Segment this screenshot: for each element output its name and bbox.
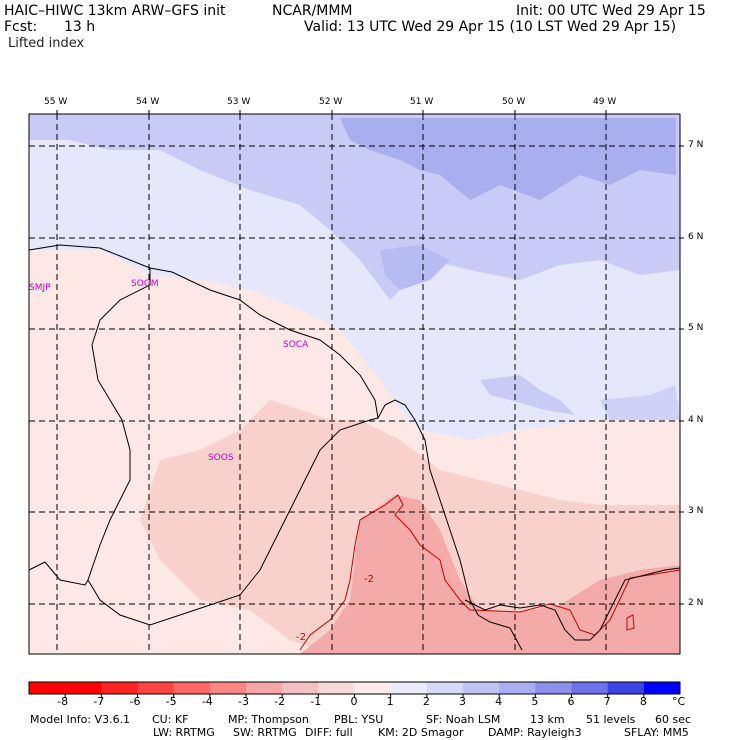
border-line-3 (464, 567, 681, 641)
colorbar-tick-label: -5 (165, 695, 177, 708)
colorbar-swatch (65, 682, 102, 694)
contour-label-1: -2 (364, 574, 374, 585)
station-smjp: SMJP (29, 283, 51, 293)
colorbar-tick-label: -1 (310, 695, 322, 708)
grid-spacing: 13 km (530, 713, 565, 726)
colorbar-tick-label: 4 (495, 695, 503, 708)
colorbar-swatch (209, 682, 247, 694)
sf-scheme: SF: Noah LSM (426, 713, 501, 726)
contour-small (626, 614, 635, 631)
colorbar-swatch (535, 682, 572, 694)
pink-dark-area (300, 495, 680, 654)
field-name: Lifted index (8, 36, 85, 51)
lat-label-7n: 7 N (688, 140, 704, 150)
colorbar-swatch (463, 682, 500, 694)
colorbar-swatch (607, 682, 645, 694)
lon-label-51w: 51 W (410, 97, 434, 107)
colorbar-tick-label: 5 (531, 695, 539, 708)
colorbar-swatch (318, 682, 355, 694)
pbl-scheme: PBL: YSU (334, 713, 384, 726)
colorbar-swatch (499, 682, 536, 694)
map-frame (28, 113, 681, 655)
station-soos: SOOS (208, 453, 234, 463)
colorbar-swatch (246, 682, 283, 694)
colorbar-swatch (282, 682, 319, 694)
blue-mid-area-se (600, 385, 680, 425)
lon-label-53w: 53 W (227, 97, 251, 107)
blue-dark-area-2 (380, 245, 450, 290)
colorbar-unit: °C (672, 695, 686, 708)
valid-time: Valid: 13 UTC Wed 29 Apr 15 (10 LST Wed … (304, 19, 677, 35)
colorbar (29, 682, 681, 698)
model-title: HAIC–HIWC 13km ARW–GFS init (4, 3, 226, 19)
colorbar-swatch (426, 682, 464, 694)
cu-scheme: CU: KF (152, 713, 189, 726)
colorbar-frame (28, 681, 681, 695)
blue-mid-area-east (480, 375, 575, 415)
colorbar-tick-label: 0 (350, 695, 358, 708)
lon-label-52w: 52 W (319, 97, 343, 107)
fcst-value: 13 h (64, 19, 96, 35)
lon-label-49w: 49 W (593, 97, 617, 107)
contour-minus2-west (299, 544, 356, 651)
border-line-2 (28, 561, 89, 586)
colorbar-tick-label: 7 (603, 695, 611, 708)
colorbar-tick-label: -2 (274, 695, 286, 708)
lifted-index-field (29, 114, 680, 654)
colorbar-swatch (29, 682, 66, 694)
km-option: KM: 2D Smagor (378, 726, 464, 739)
mp-scheme: MP: Thompson (228, 713, 309, 726)
vertical-levels: 51 levels (586, 713, 636, 726)
lon-label-55w: 55 W (44, 97, 68, 107)
graticule (29, 114, 680, 654)
damp-option: DAMP: Rayleigh3 (488, 726, 582, 739)
blue-dark-area (340, 118, 676, 200)
lat-label-5n: 5 N (688, 323, 704, 333)
station-sogm: SOGM (131, 279, 159, 289)
diff-option: DIFF: full (305, 726, 353, 739)
colorbar-swatch (137, 682, 175, 694)
lat-label-6n: 6 N (688, 232, 704, 242)
model-info: Model Info: V3.6.1 (30, 713, 131, 726)
lat-label-2n: 2 N (688, 598, 704, 608)
colorbar-tick-label: -3 (238, 695, 249, 708)
time-step: 60 sec (655, 713, 692, 726)
init-time: Init: 00 UTC Wed 29 Apr 15 (516, 3, 706, 19)
sflay-option: SFLAY: MM5 (624, 726, 689, 739)
colorbar-tick-label: 6 (567, 695, 575, 708)
colorbar-swatch (571, 682, 609, 694)
colorbar-tick-label: 1 (386, 695, 394, 708)
colorbar-swatch (173, 682, 211, 694)
colorbar-swatch (643, 682, 681, 694)
colorbar-tick-label: -7 (93, 695, 105, 708)
right-ticks (680, 145, 684, 605)
colorbar-swatch (101, 682, 138, 694)
coastline (28, 244, 523, 651)
lon-label-50w: 50 W (502, 97, 526, 107)
lw-scheme: LW: RRTMG (153, 726, 215, 739)
colorbar-tick-label: 3 (459, 695, 466, 708)
colorbar-tick-label: -4 (201, 695, 213, 708)
contour-label-2: -2 (296, 632, 306, 643)
colorbar-swatch (390, 682, 428, 694)
lat-label-4n: 4 N (688, 415, 704, 425)
contour-minus2 (354, 494, 681, 636)
colorbar-tick-label: 8 (639, 695, 647, 708)
colorbar-tick-label: -8 (57, 695, 69, 708)
org-label: NCAR/MMM (272, 3, 353, 19)
fcst-label: Fcst: (4, 19, 38, 35)
colorbar-swatch (354, 682, 392, 694)
sw-scheme: SW: RRTMG (233, 726, 297, 739)
lon-label-54w: 54 W (136, 97, 160, 107)
border-line-1 (87, 268, 379, 626)
top-ticks (56, 110, 607, 114)
colorbar-tick-label: 2 (422, 695, 430, 708)
lat-label-3n: 3 N (688, 506, 704, 516)
colorbar-tick-label: -6 (129, 695, 141, 708)
station-soca: SOCA (283, 340, 309, 350)
